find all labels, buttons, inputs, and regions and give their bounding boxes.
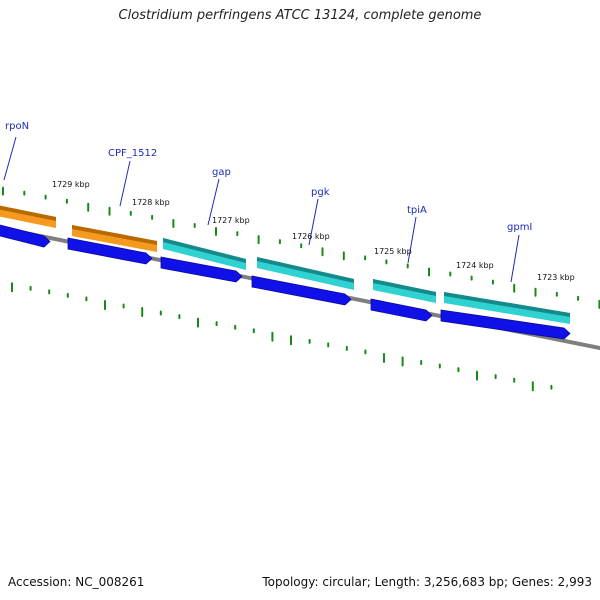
ticks-bottom — [11, 282, 553, 392]
ticks-top — [2, 186, 600, 309]
scale-label: 1729 kbp — [52, 180, 90, 189]
strand-arrow — [370, 298, 433, 322]
gene-callout-line — [407, 216, 417, 264]
gene-bar-shade — [163, 238, 246, 263]
gene-label: gap — [212, 167, 231, 178]
strand-arrow — [67, 237, 153, 265]
strand-arrow — [160, 256, 243, 283]
genome-summary-text: Topology: circular; Length: 3,256,683 bp… — [262, 575, 592, 589]
gene-bars — [0, 205, 571, 340]
gene-callout-line — [3, 136, 17, 181]
scale-labels: 1729 kbp 1728 kbp 1727 kbp 1726 kbp 1725 kbp… — [52, 180, 575, 282]
scale-label: 1724 kbp — [456, 261, 494, 270]
gene-callout-line — [308, 198, 319, 246]
gene-callout-line — [510, 234, 520, 283]
gene-label: tpiA — [407, 205, 427, 216]
gene-label: gpmI — [507, 222, 532, 233]
scale-label: 1726 kbp — [292, 232, 330, 241]
strand-arrow — [440, 309, 571, 340]
gene-label: CPF_1512 — [108, 148, 157, 159]
gene-bar-shade — [257, 257, 354, 283]
gene-bar-shade — [444, 292, 570, 317]
scale-label: 1727 kbp — [212, 216, 250, 225]
page-title: Clostridium perfringens ATCC 13124, comp… — [118, 8, 482, 23]
gene-label: pgk — [311, 187, 330, 198]
scale-label: 1728 kbp — [132, 198, 170, 207]
accession-text: Accession: NC_008261 — [8, 575, 145, 589]
gene-bar-shade — [0, 205, 56, 221]
gene-bar-shade — [373, 279, 436, 296]
gene-callout-line — [119, 160, 131, 207]
gene-bar-shade — [72, 225, 157, 245]
strand-arrow — [251, 275, 352, 306]
gene-callout-line — [207, 178, 220, 226]
gene-label: rpoN — [5, 121, 29, 132]
strand-arrow — [0, 224, 51, 248]
scale-label: 1725 kbp — [374, 247, 412, 256]
scale-label: 1723 kbp — [537, 273, 575, 282]
